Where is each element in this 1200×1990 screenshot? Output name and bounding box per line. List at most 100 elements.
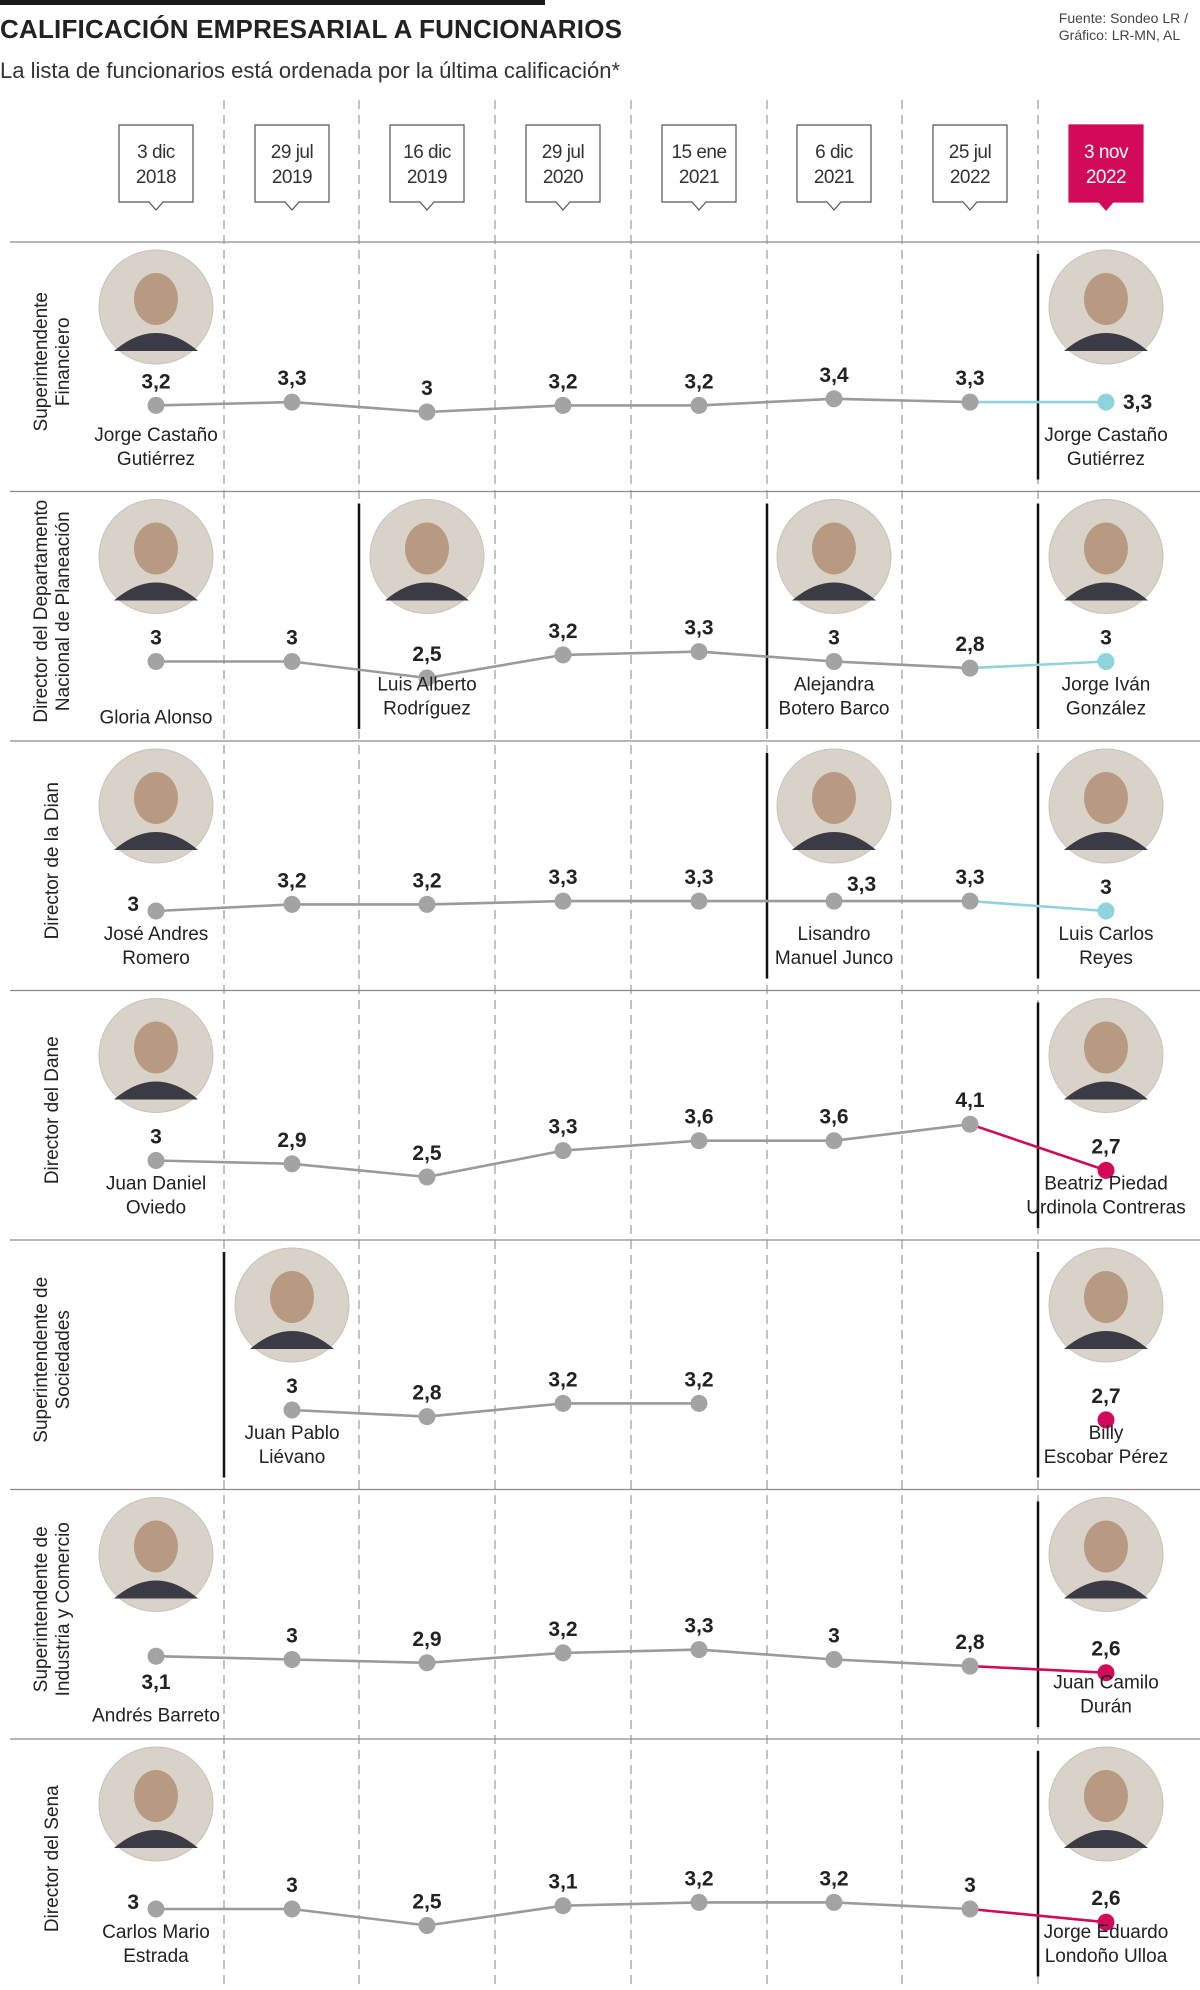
official-photo-shoulders [385,582,469,601]
value-label: 3,3 [955,866,984,889]
official-photo-face [812,772,856,824]
official-name-line: Juan Camilo [1053,1673,1159,1694]
official-name-line: José Andres [104,924,209,945]
official-photo-face [405,522,449,575]
value-label: 2,5 [412,1891,442,1914]
date-box [389,124,465,211]
value-label: 3 [286,1625,298,1648]
value-label: 3 [828,1625,840,1648]
data-point [554,1897,572,1915]
value-label: 3,2 [548,1618,577,1641]
data-point [690,1893,708,1911]
official-photo-shoulders [250,1331,334,1349]
position-label: Director de la Dian [42,782,63,939]
series-segment [291,1408,428,1418]
value-label: 3,2 [548,620,577,643]
value-label: 3,2 [141,370,170,393]
value-label: 2,9 [277,1129,306,1152]
data-point [147,1647,165,1665]
series-segment [833,1901,971,1911]
official-photo-face [134,1520,178,1573]
data-point [283,1651,301,1668]
position-label: SuperintendenteFinanciero [31,292,74,431]
official-name: Jorge Castaño Gutiérrez [94,425,218,470]
official-name: Jorge Iván González [1062,675,1151,720]
data-point [825,653,843,670]
official-photo-shoulders [114,1081,198,1100]
date-day-label: 25 jul [949,142,991,163]
data-point [690,892,708,910]
series-segment [291,1658,428,1665]
position-label-line: Industria y Comercio [53,1522,74,1696]
data-point [1097,902,1115,920]
data-point [690,643,708,661]
data-point [1097,1913,1115,1931]
series-segment [155,1654,293,1661]
official-name: Juan Camilo Durán [1053,1673,1159,1718]
official-name: Jorge Eduardo Londoño Ulloa [1044,1922,1169,1967]
series-segment [426,899,564,906]
series-segment [426,1651,564,1665]
official-name-line: Manuel Junco [775,948,893,969]
series-segment [562,1901,700,1907]
series-segment [698,1648,835,1661]
official-photo-face [1084,1271,1128,1323]
official-photo-shoulders [1064,1331,1148,1349]
series-segment [155,400,293,407]
official-name: Juan Pablo Liévano [244,1423,339,1468]
date-box [118,124,194,211]
date-day-label: 6 dic [815,142,853,163]
position-label-line: Superintendente de [31,1277,52,1443]
official-name-line: Gutiérrez [117,449,195,470]
data-point [825,1132,843,1150]
data-point [554,1644,572,1662]
value-label: 3 [1100,876,1112,899]
value-label: 3,2 [819,1867,848,1890]
data-point [283,393,301,411]
data-point [825,1893,843,1911]
official-name-line: Jorge Castaño [94,425,218,446]
series-segment [698,650,835,663]
official-name-line: Escobar Pérez [1044,1447,1169,1468]
data-point [418,895,436,913]
value-label: 3,3 [684,617,713,640]
official-name: Lisandro Manuel Junco [775,924,893,969]
value-label: 3 [964,1874,976,1897]
official-name-line: Luis Alberto [377,675,476,696]
date-year-label: 2021 [679,167,719,188]
official-photo-face [1084,772,1128,824]
position-label: Director del Sena [42,1785,63,1932]
series-segment [426,404,564,414]
official-photo-shoulders [1064,1081,1148,1100]
official-name-line: Beatriz Piedad [1044,1174,1168,1195]
data-point [1097,1664,1115,1682]
official-photo-shoulders [1064,1830,1148,1848]
official-photo-shoulders [1064,333,1148,351]
data-point [554,1394,572,1412]
series-segment [426,1402,564,1418]
official-name-line: Gutiérrez [1067,449,1145,470]
data-point [147,1152,165,1169]
data-point [283,895,301,913]
position-label: Director del Dane [42,1036,63,1184]
data-point [283,1155,301,1173]
series-segment [562,1648,700,1655]
official-name-line: Andrés Barreto [92,1706,220,1727]
series-segment [291,400,428,414]
data-point [147,902,165,920]
official-name-line: Durán [1080,1697,1132,1718]
title-accent-bar [0,0,545,5]
date-day-label: 3 nov [1084,142,1129,163]
official-name-line: Estrada [123,1946,189,1967]
series-segment [969,1907,1107,1924]
date-year-label: 2021 [814,167,854,188]
data-point [961,1115,979,1133]
official-name-line: Reyes [1079,948,1133,969]
position-label-line: Director del Sena [42,1785,63,1932]
value-label: 3 [127,1891,139,1914]
value-label: 4,1 [955,1089,985,1112]
value-label: 2,5 [412,1142,442,1165]
series-segment [969,1122,1107,1172]
official-name: Carlos Mario Estrada [102,1922,210,1967]
